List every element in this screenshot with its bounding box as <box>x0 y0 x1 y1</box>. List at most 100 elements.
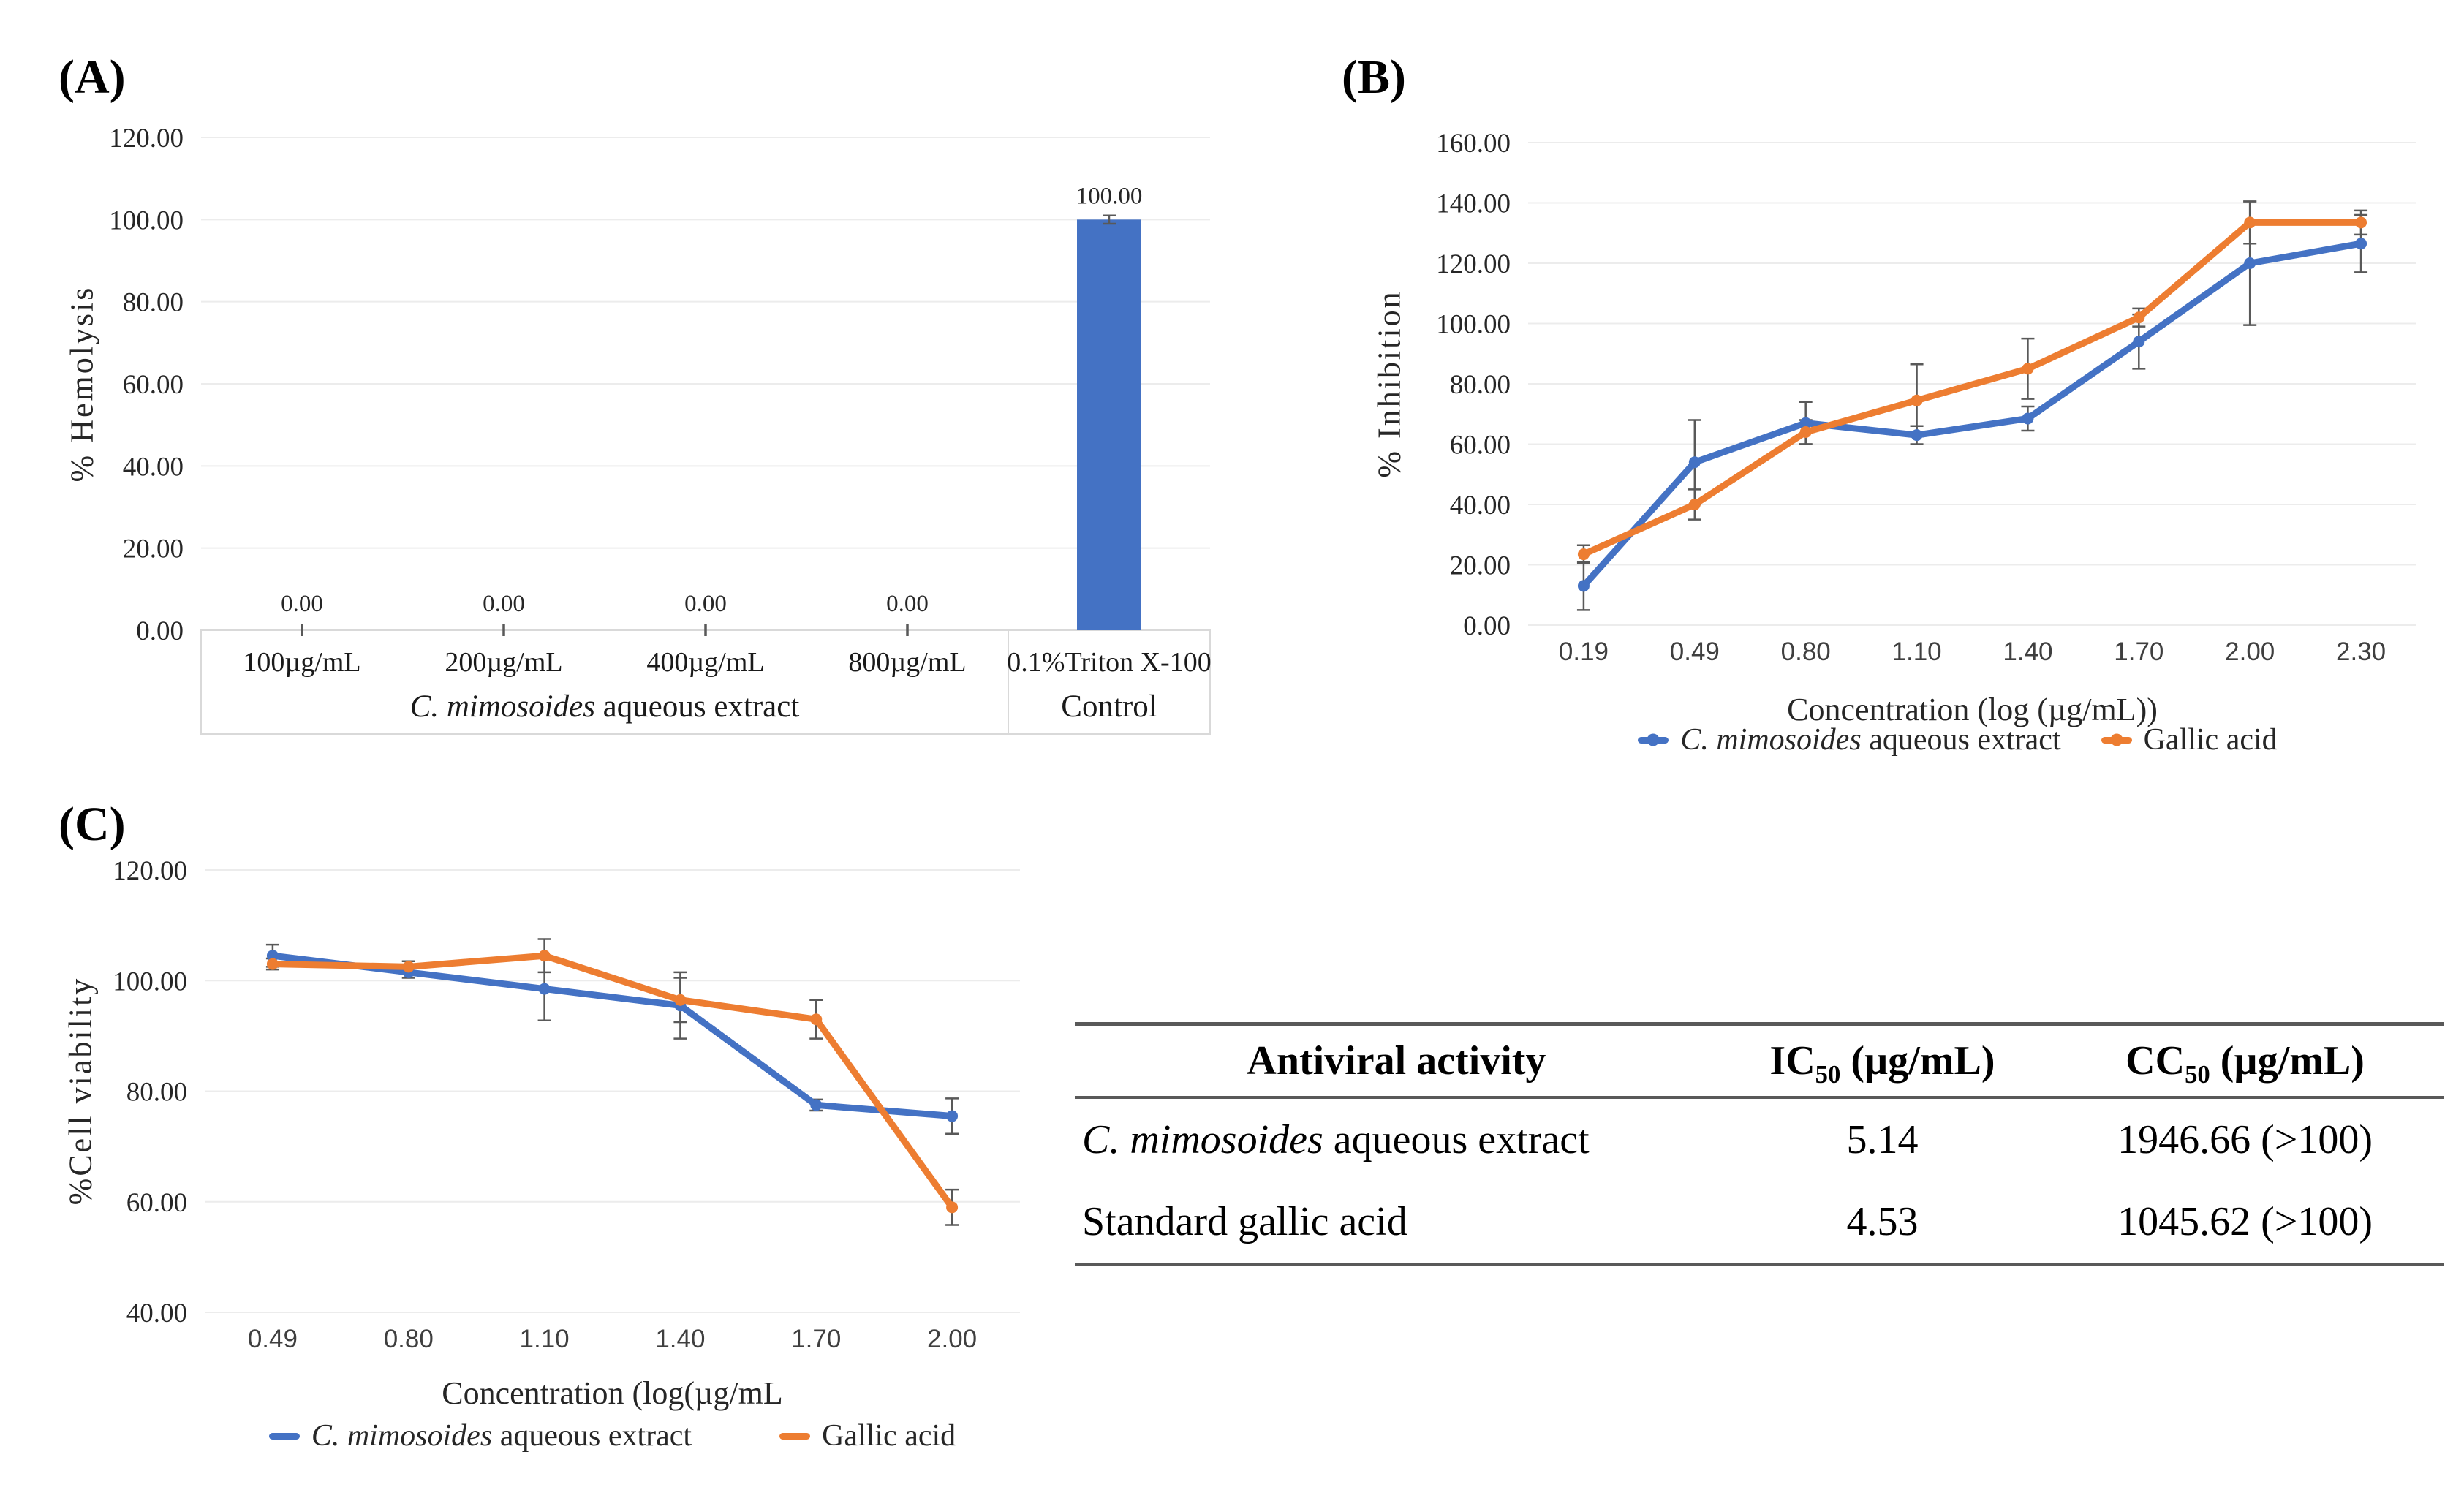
bar-data-label: 100.00 <box>1076 183 1143 209</box>
y-tick-label: 120.00 <box>109 124 184 154</box>
legend-item-gallic-acid: Gallic acid <box>779 1418 956 1453</box>
cell-ic50-value: 4.53 <box>1846 1199 1919 1244</box>
y-tick-label: 100.00 <box>113 967 187 997</box>
data-point <box>2244 216 2256 229</box>
x-tick-label: 1.40 <box>2003 638 2052 666</box>
bar-data-label: 0.00 <box>483 591 525 617</box>
data-point <box>266 950 279 962</box>
y-tick-label: 100.00 <box>109 205 184 235</box>
panel-b-label: (B) <box>1342 50 1406 104</box>
legend-marker-extract-icon <box>268 1432 300 1440</box>
chart-c-legend: C. mimosoides aqueous extract Gallic aci… <box>154 1418 1071 1453</box>
panel-a: (A) % Hemolysis 0.00 20.00 40.00 60.00 80.00… <box>44 44 1243 768</box>
x-tick-label: 1.10 <box>520 1325 570 1353</box>
chart-b-legend: C. mimosoides aqueous extract Gallic aci… <box>1499 722 2416 757</box>
legend-label-extract: aqueous extract <box>1861 723 2061 757</box>
chart-a-y-axis-title: % Hemolysis <box>64 285 100 483</box>
y-tick-label: 140.00 <box>1436 189 1511 219</box>
chart-b-y-axis-title: % Inhibition <box>1371 290 1407 478</box>
data-point <box>1688 499 1701 510</box>
panel-a-label: (A) <box>58 50 126 104</box>
header-unit: (µg/mL) <box>1840 1038 1995 1084</box>
data-point <box>810 1013 823 1026</box>
data-point <box>2022 363 2034 375</box>
bar-data-label: 0.00 <box>281 591 323 617</box>
bar-data-label: 0.00 <box>684 591 727 617</box>
chart-a-canvas: 0.00 20.00 40.00 60.00 80.00 100.00 120.00 100µ… <box>109 124 1212 735</box>
category-label: 100µg/mL <box>243 647 360 678</box>
header-text: Antiviral activity <box>1247 1038 1546 1084</box>
data-point <box>1688 456 1701 469</box>
data-point <box>2133 336 2145 348</box>
data-point <box>538 950 551 962</box>
x-tick-label: 2.00 <box>2225 638 2275 666</box>
data-point <box>674 994 687 1006</box>
category-group-label: Control <box>1061 689 1157 724</box>
data-point <box>1911 429 1923 442</box>
column-header-cc50: CC50 (µg/mL) <box>2047 1024 2444 1098</box>
data-series-line <box>1580 219 2365 558</box>
cell-sample-name: Standard gallic acid <box>1082 1199 1407 1244</box>
cell-sample-name: C. mimosoides aqueous extract <box>1075 1097 1718 1181</box>
x-tick-label: 0.19 <box>1559 638 1609 666</box>
data-point <box>946 1110 959 1122</box>
cell-ic50-value: 5.14 <box>1846 1117 1919 1162</box>
header-subscript: 50 <box>2185 1060 2210 1089</box>
category-group-label: C. mimosoides aqueous extract <box>410 689 800 724</box>
y-tick-label: 160.00 <box>1436 129 1511 159</box>
data-point <box>1577 580 1590 592</box>
y-tick-label: 60.00 <box>1450 431 1511 461</box>
data-point <box>1577 548 1590 561</box>
x-tick-label: 0.80 <box>384 1325 434 1353</box>
category-label: 800µg/mL <box>848 647 966 678</box>
data-point <box>538 983 551 995</box>
x-tick-label: 2.00 <box>927 1325 977 1353</box>
y-tick-label: 120.00 <box>1436 249 1511 279</box>
legend-marker-gallic-acid-icon <box>2101 736 2132 744</box>
y-tick-label: 80.00 <box>1450 370 1511 400</box>
y-tick-label: 40.00 <box>1450 491 1511 521</box>
data-point <box>2133 311 2145 324</box>
panel-c-label: (C) <box>58 798 126 851</box>
data-point <box>1799 417 1812 429</box>
chart-c-canvas: 40.00 60.00 80.00 100.00 120.00 0.49 0.80 1.10 1… <box>113 856 1020 1353</box>
y-tick-label: 40.00 <box>126 1298 187 1328</box>
y-tick-label: 0.00 <box>136 616 184 646</box>
legend-label-gallic-acid: Gallic acid <box>822 1419 956 1453</box>
table-header-row: Antiviral activity IC50 (µg/mL) CC50 (µg… <box>1075 1024 2444 1098</box>
chart-c-x-axis-title: Concentration (log(µg/mL <box>442 1375 783 1411</box>
table-row-gallic-acid: Standard gallic acid 4.53 1045.62 (>100) <box>1075 1181 2444 1264</box>
y-tick-label: 20.00 <box>123 534 184 564</box>
sample-name-italic: C. mimosoides <box>1082 1117 1323 1162</box>
category-label: 0.1%Triton X-100 <box>1007 647 1211 678</box>
x-tick-label: 0.80 <box>1781 638 1831 666</box>
data-point <box>810 1099 823 1111</box>
data-point <box>2022 412 2034 425</box>
legend-label-gallic-acid: Gallic acid <box>2143 723 2278 757</box>
header-unit: (µg/mL) <box>2210 1038 2365 1084</box>
category-label: 400µg/mL <box>646 647 764 678</box>
x-tick-label: 1.70 <box>791 1325 841 1353</box>
legend-label-extract: aqueous extract <box>492 1419 692 1453</box>
column-header-antiviral-activity: Antiviral activity <box>1075 1024 1718 1098</box>
legend-item-extract: C. mimosoides aqueous extract <box>268 1418 692 1453</box>
legend-label-extract-italic: C. mimosoides <box>311 1419 493 1453</box>
legend-marker-extract-icon <box>1638 736 1669 744</box>
data-point <box>1799 426 1812 438</box>
data-point <box>402 961 415 973</box>
bar <box>1077 219 1141 630</box>
legend-label-extract-italic: C. mimosoides <box>1680 723 1862 757</box>
y-tick-label: 120.00 <box>113 856 187 886</box>
data-series-line <box>269 952 956 1211</box>
chart-b-x-axis-title: Concentration (log (µg/mL)) <box>1787 692 2158 727</box>
x-tick-label: 0.49 <box>248 1325 298 1353</box>
y-tick-label: 80.00 <box>123 288 184 318</box>
y-tick-label: 60.00 <box>123 370 184 400</box>
sample-name-rest: aqueous extract <box>1323 1117 1590 1162</box>
y-tick-label: 60.00 <box>126 1188 187 1218</box>
y-tick-label: 0.00 <box>1463 611 1511 641</box>
panel-b: (B) % Inhibition 0.00 20.00 40.00 60.00 80.0… <box>1338 44 2435 775</box>
column-header-ic50: IC50 (µg/mL) <box>1718 1024 2047 1098</box>
y-tick-label: 20.00 <box>1450 551 1511 581</box>
